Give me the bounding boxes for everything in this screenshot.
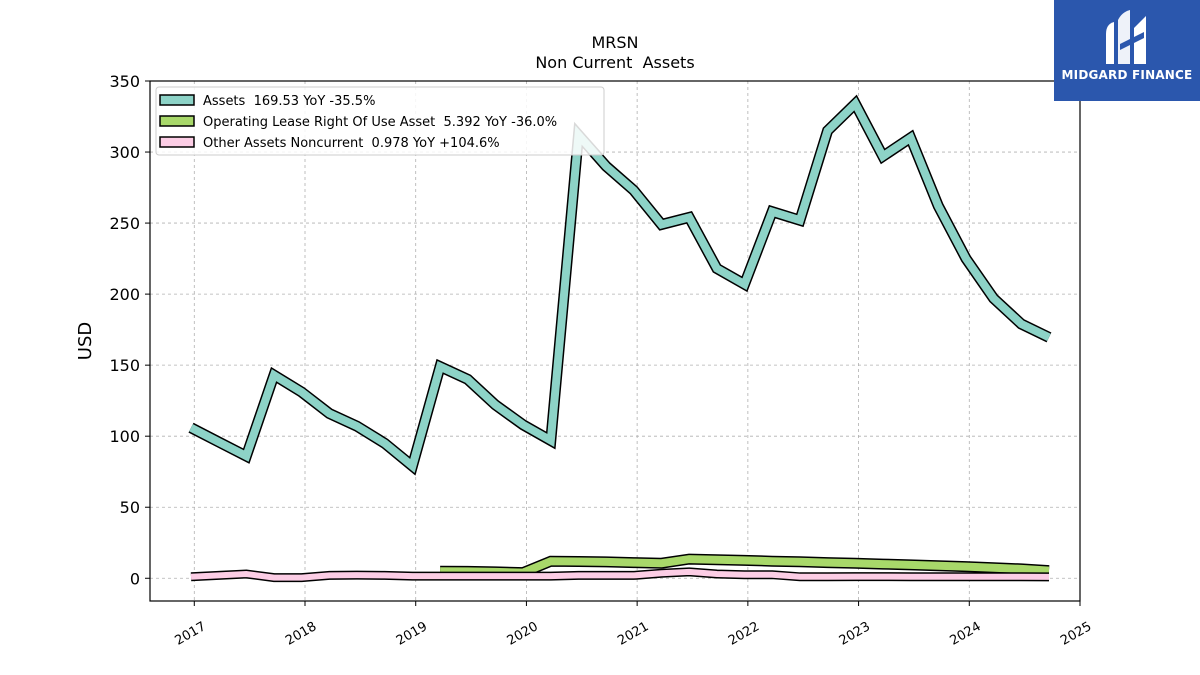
- legend-swatch: [159, 94, 195, 106]
- legend-box: [155, 86, 605, 156]
- x-tick-label: 2018: [283, 619, 319, 649]
- y-axis-label: USD: [75, 322, 96, 360]
- y-tick-label: 0: [130, 569, 140, 588]
- legend-swatch: [159, 136, 195, 148]
- x-tick-label: 2023: [837, 619, 873, 649]
- series-0: [188, 94, 1052, 476]
- series-line: [190, 568, 1050, 581]
- logo-text: MIDGARD FINANCE: [1061, 68, 1193, 82]
- legend-label: Other Assets Noncurrent 0.978 YoY +104.6…: [203, 136, 500, 151]
- chart-title: MRSN: [591, 33, 638, 52]
- y-tick-label: 300: [109, 143, 140, 162]
- x-tick-label: 2024: [947, 619, 983, 649]
- legend-swatch: [159, 115, 195, 127]
- y-tick-label: 250: [109, 214, 140, 233]
- x-tick-label: 2021: [615, 619, 651, 649]
- series-line: [189, 97, 1051, 473]
- legend-label: Operating Lease Right Of Use Asset 5.392…: [203, 115, 557, 130]
- x-tick-label: 2020: [505, 619, 541, 649]
- y-tick-label: 150: [109, 356, 140, 375]
- grid: [150, 80, 1081, 601]
- legend: Assets 169.53 YoY -35.5% Operating Lease …: [155, 86, 605, 156]
- x-tick-label: 2019: [394, 619, 430, 649]
- y-tick-label: 100: [109, 427, 140, 446]
- y-tick-label: 200: [109, 285, 140, 304]
- plot-frame: [149, 80, 1081, 602]
- series-line: [440, 555, 1050, 577]
- y-tick-label: 50: [120, 498, 140, 517]
- chart-subtitle: Non Current Assets: [535, 53, 694, 72]
- series-layer: [188, 94, 1052, 583]
- midgard-logo: MIDGARD FINANCE: [1054, 0, 1200, 101]
- y-tick-label: 350: [109, 72, 140, 91]
- x-tick-label: 2017: [172, 619, 208, 649]
- series-1: [440, 553, 1050, 579]
- series-2: [190, 567, 1050, 583]
- x-tick-label: 2022: [726, 619, 762, 649]
- midgard-logo-icon: [1106, 10, 1146, 64]
- x-tick-label: 2025: [1058, 619, 1094, 649]
- legend-label: Assets 169.53 YoY -35.5%: [203, 94, 375, 109]
